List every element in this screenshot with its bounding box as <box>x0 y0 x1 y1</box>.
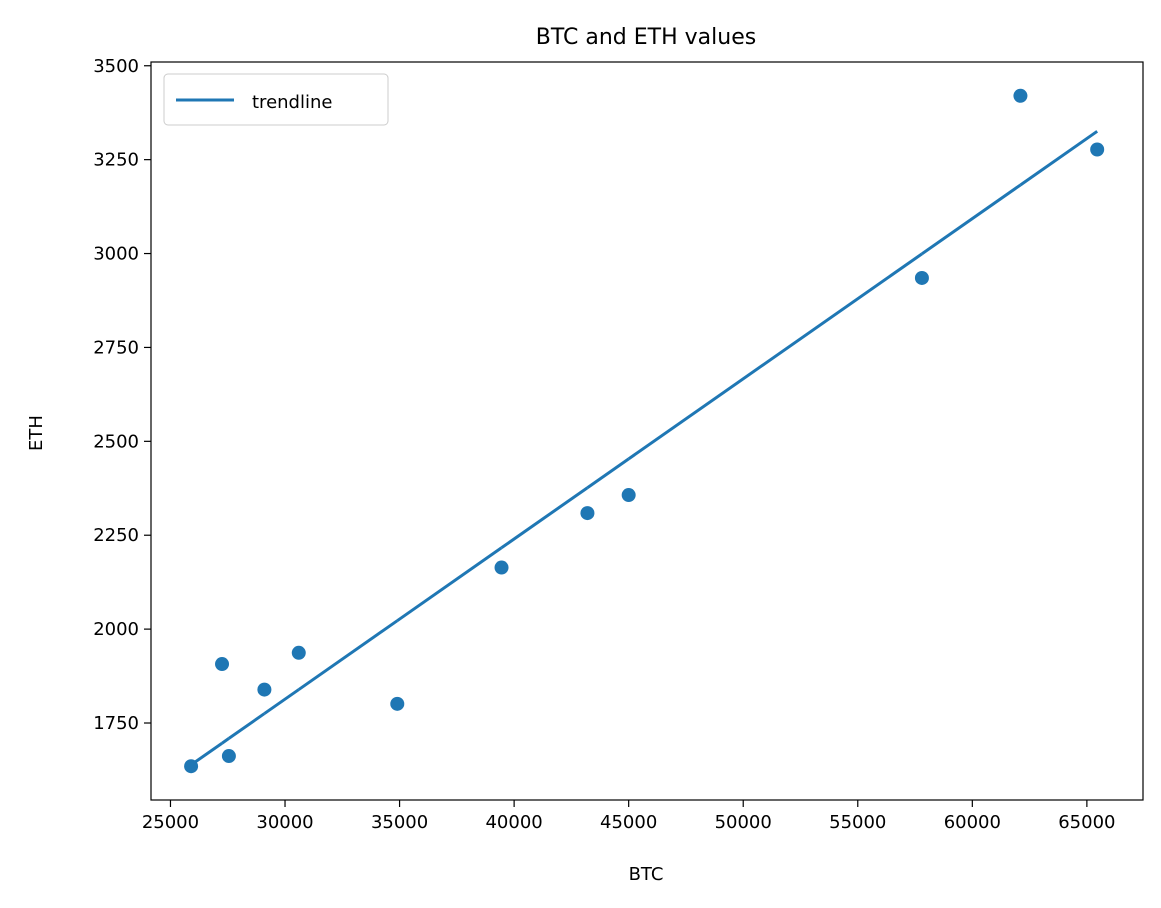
legend-box <box>163 73 389 126</box>
y-tick-label: 1750 <box>93 713 139 734</box>
scatter-point <box>184 759 199 774</box>
chart-title: BTC and ETH values <box>536 25 756 50</box>
scatter-point <box>221 749 236 764</box>
trendline-segment <box>228 712 266 740</box>
scatter-point <box>1090 142 1105 157</box>
y-tick-label: 3500 <box>93 56 139 77</box>
trendline-segment <box>190 741 223 767</box>
y-tick-label: 2500 <box>93 431 139 452</box>
y-tick-label: 2750 <box>93 337 139 358</box>
y-tick-label: 3250 <box>93 150 139 171</box>
plot-area <box>150 61 1144 801</box>
x-axis-ticks: 25000 30000 35000 40000 45000 50000 55000 60000… <box>142 800 1116 833</box>
scatter-point <box>390 696 405 711</box>
trendline-layer <box>190 130 1099 767</box>
trendline-segment <box>500 486 589 550</box>
x-tick-label: 30000 <box>256 812 313 833</box>
scatter-point <box>580 506 595 521</box>
trendline-segment <box>1019 130 1099 187</box>
scatter-point <box>621 488 636 503</box>
legend: trendline <box>163 73 389 126</box>
x-tick-label: 25000 <box>142 812 199 833</box>
x-tick-label: 60000 <box>944 812 1001 833</box>
x-tick-label: 50000 <box>715 812 772 833</box>
scatter-point <box>1013 88 1028 103</box>
trendline-segment <box>586 457 630 489</box>
y-axis-label: ETH <box>26 415 47 451</box>
x-tick-label: 65000 <box>1058 812 1115 833</box>
y-tick-label: 2250 <box>93 525 139 546</box>
trendline-segment <box>921 183 1022 256</box>
y-tick-label: 2000 <box>93 619 139 640</box>
scatter-point <box>257 682 272 697</box>
legend-entry-trendline: trendline <box>252 92 332 113</box>
x-tick-label: 35000 <box>371 812 428 833</box>
x-tick-label: 40000 <box>485 812 542 833</box>
trendline-segment <box>263 688 300 715</box>
x-axis-label: BTC <box>629 864 664 885</box>
scatter-point <box>914 270 929 285</box>
trendline-segment <box>297 619 399 691</box>
x-tick-label: 45000 <box>600 812 657 833</box>
trendline-segment <box>396 546 503 622</box>
y-tick-label: 3000 <box>93 244 139 265</box>
trendline-segment <box>221 737 230 745</box>
x-tick-label: 55000 <box>829 812 886 833</box>
scatter-point <box>494 560 509 575</box>
scatter-point <box>291 645 306 660</box>
trendline-segment <box>627 252 923 461</box>
scatter-point <box>215 657 230 672</box>
y-axis-ticks: 1750 2000 2250 2500 2750 3000 3250 3500 <box>93 56 151 734</box>
axes-frame <box>150 61 1144 801</box>
points-layer <box>184 88 1105 774</box>
